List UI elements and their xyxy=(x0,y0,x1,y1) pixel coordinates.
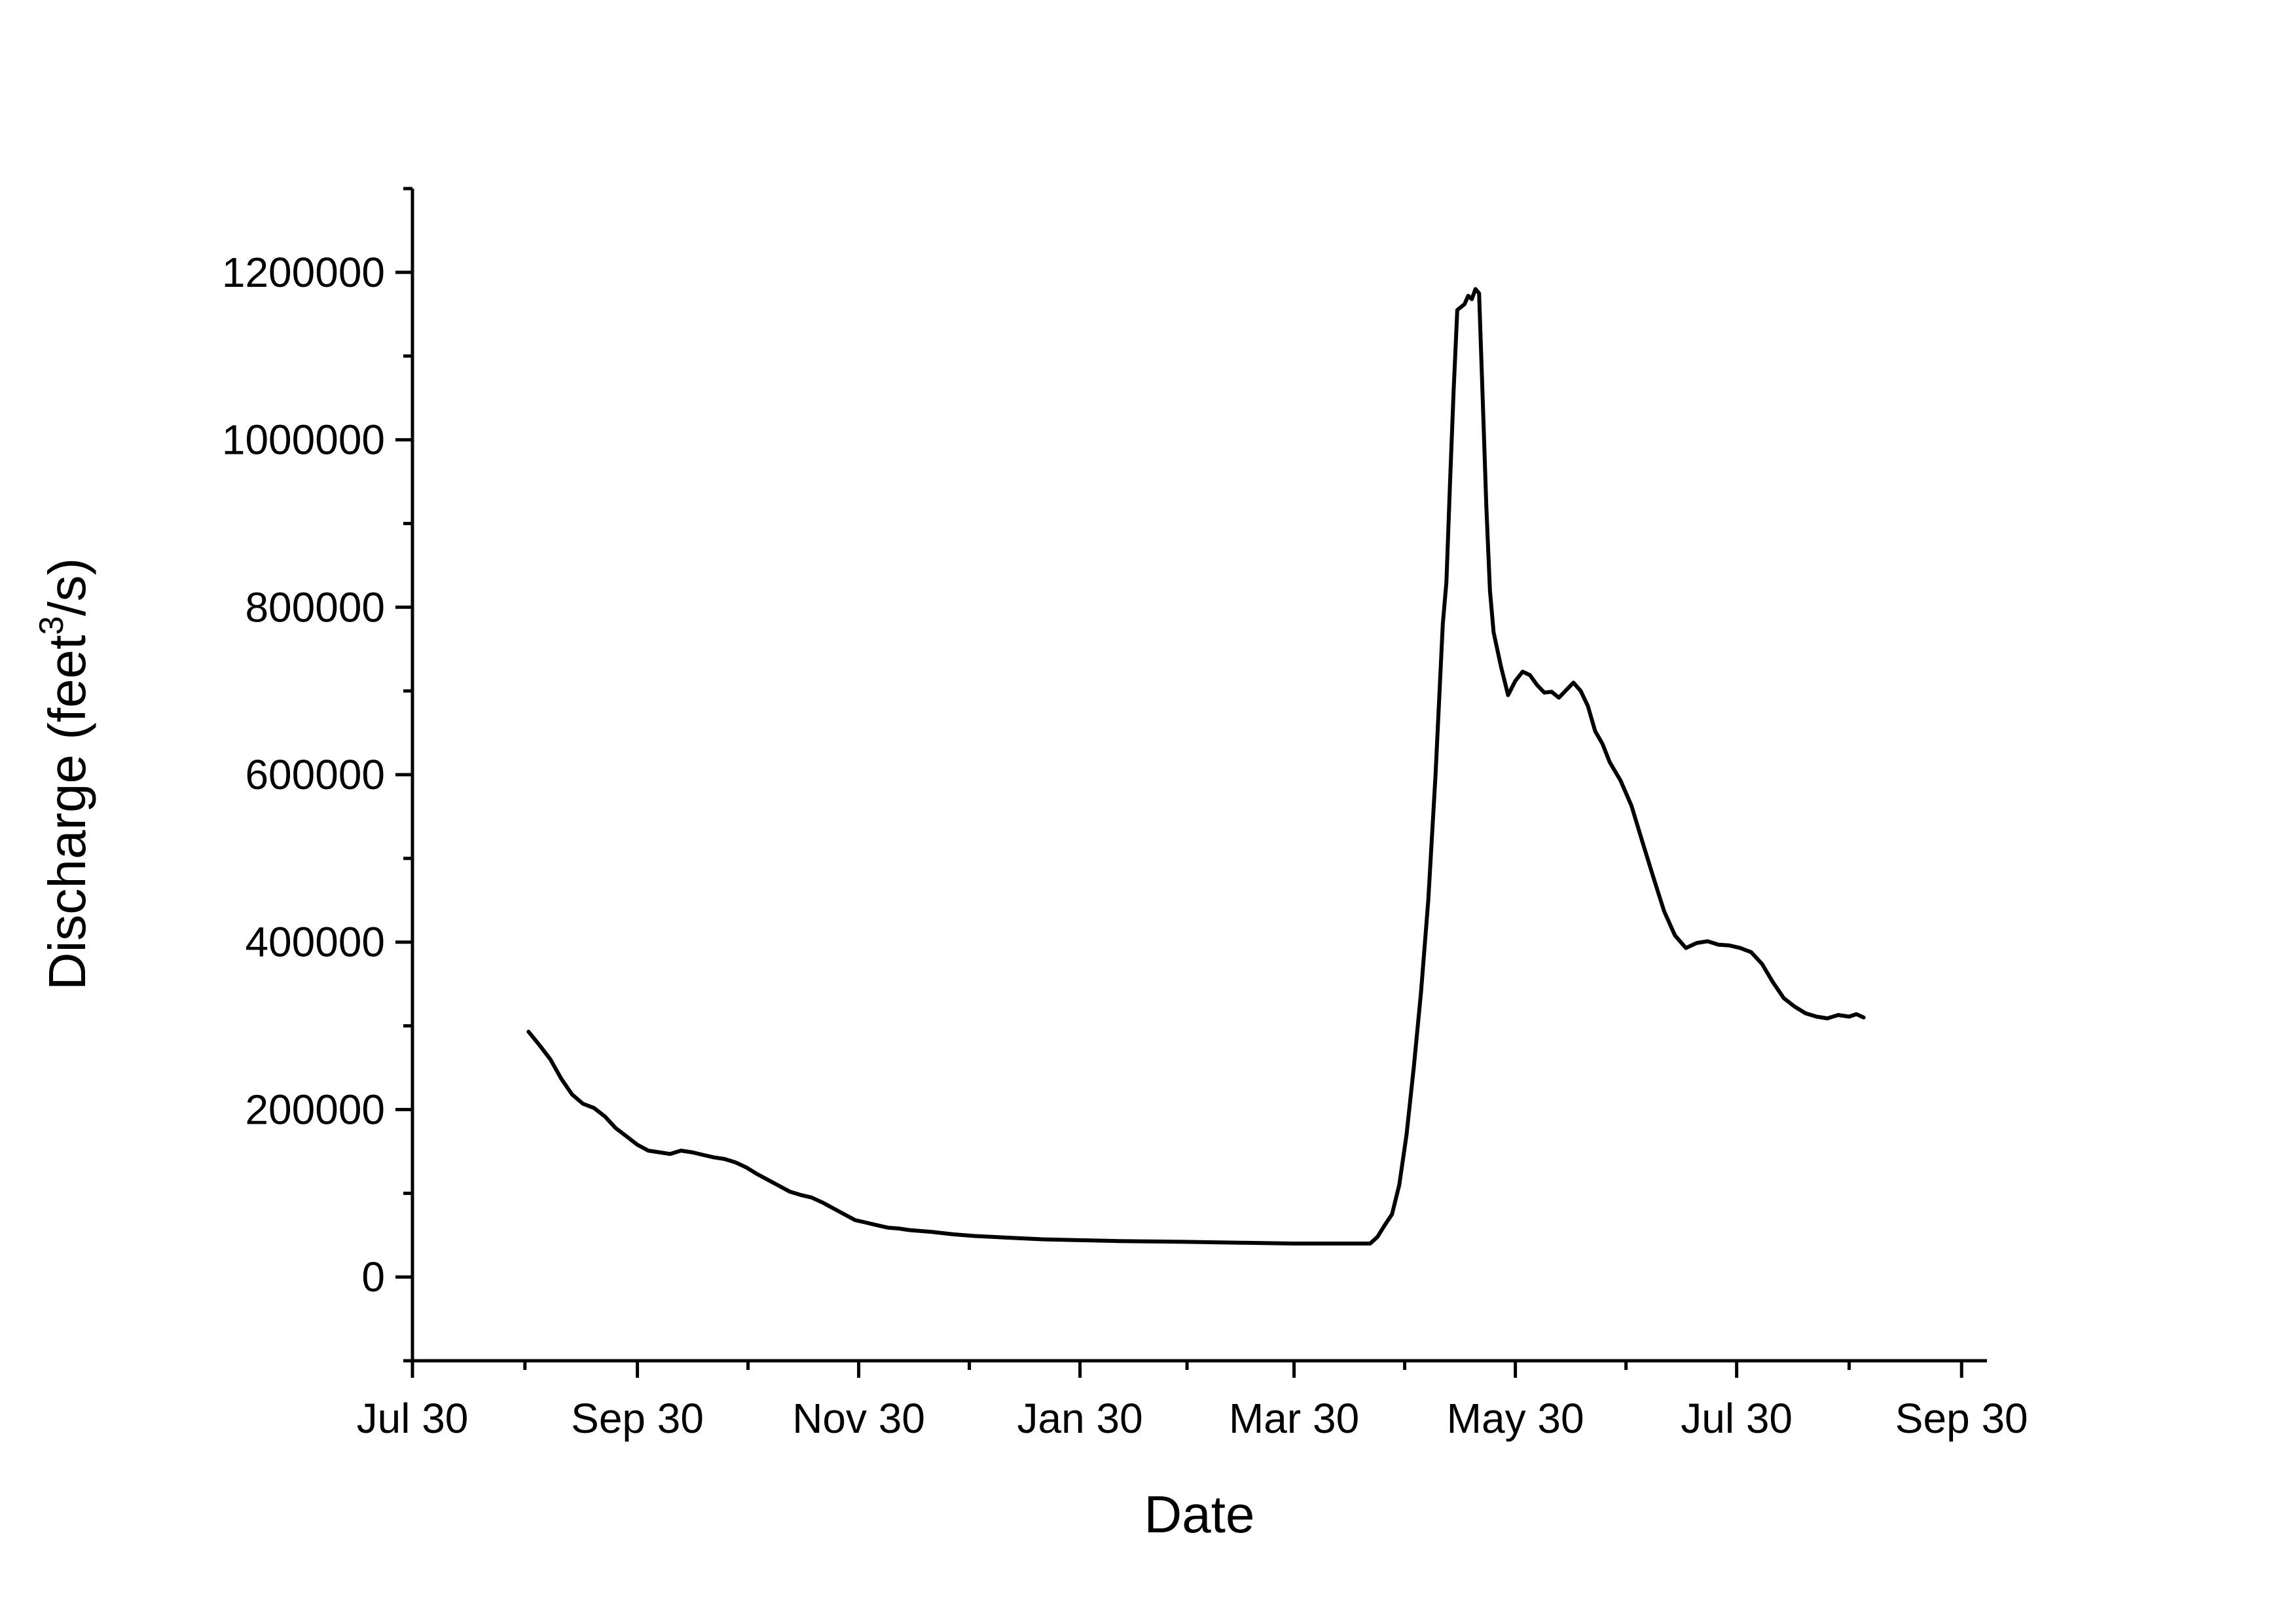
series xyxy=(526,287,1866,1246)
y-tick-label: 1200000 xyxy=(222,249,385,296)
y-tick-label: 600000 xyxy=(245,751,385,798)
y-axis-label: Discharge (feet3/s) xyxy=(33,558,96,990)
y-tick-label: 800000 xyxy=(245,583,385,631)
x-axis-label: Date xyxy=(1144,1485,1255,1543)
x-ticks: Jul 30 Sep 30 Nov 30 Jan 30 Mar 30 May 30 Jul … xyxy=(357,1361,2028,1442)
x-tick-label: Mar 30 xyxy=(1229,1395,1359,1442)
x-tick-label: Sep 30 xyxy=(1895,1395,2028,1442)
y-axis-label-main: Discharge (feet xyxy=(38,635,96,990)
x-tick-label: May 30 xyxy=(1447,1395,1584,1442)
x-tick-label: Nov 30 xyxy=(792,1395,925,1442)
y-tick-label: 200000 xyxy=(245,1086,385,1133)
series-line xyxy=(526,287,1866,1246)
x-tick-label: Jul 30 xyxy=(1681,1395,1793,1442)
y-tick-label: 400000 xyxy=(245,919,385,966)
x-tick-label: Jan 30 xyxy=(1017,1395,1143,1442)
y-axis-label-sup: 3 xyxy=(33,616,71,635)
x-tick-label: Sep 30 xyxy=(571,1395,704,1442)
x-tick-label: Jul 30 xyxy=(357,1395,469,1442)
y-tick-label: 0 xyxy=(361,1253,385,1301)
y-axis-label-tail: /s) xyxy=(38,558,96,616)
axes xyxy=(410,189,1987,1363)
y-ticks: 0 200000 400000 600000 800000 1000000 1200000 xyxy=(222,187,412,1363)
y-tick-label: 1000000 xyxy=(222,416,385,464)
